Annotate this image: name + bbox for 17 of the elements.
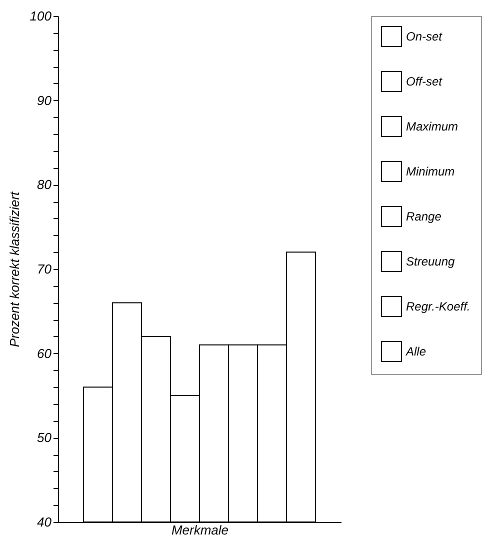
legend-label: Minimum [406,164,455,178]
legend-label: Regr.-Koeff. [406,300,470,314]
legend-label: Alle [405,344,426,358]
legend-label: Streuung [406,254,456,268]
legend-label: Off-set [406,74,443,88]
legend-label: Maximum [406,120,458,134]
y-tick-label: 90 [37,92,52,108]
x-axis-title: Merkmale [171,522,229,538]
y-tick-label: 50 [37,430,52,446]
y-tick-label: 40 [37,514,52,530]
legend-label: Range [406,210,442,224]
y-axis-title: Prozent korrekt klassifiziert [6,190,22,348]
y-tick-label: 60 [37,346,52,361]
y-tick-label: 100 [30,8,52,24]
legend-label: On-set [406,30,443,44]
y-tick-label: 80 [37,177,52,192]
y-tick-label: 70 [37,262,52,276]
